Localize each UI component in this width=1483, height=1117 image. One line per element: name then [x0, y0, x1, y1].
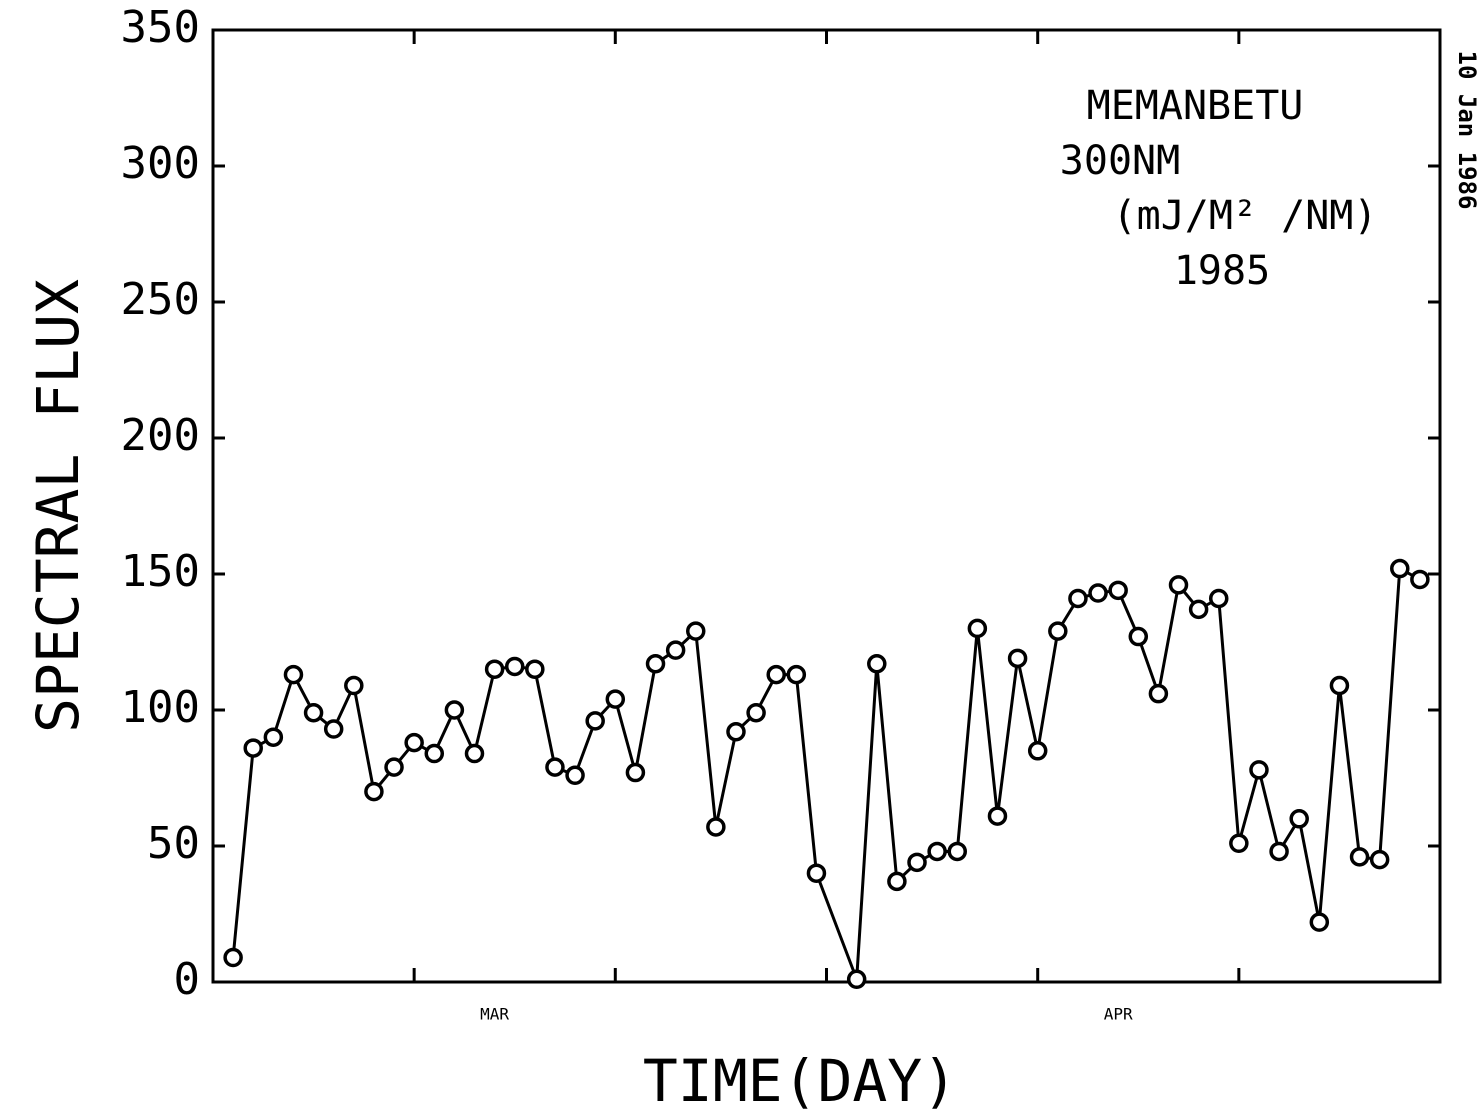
data-point: [1309, 912, 1330, 932]
data-point: [1108, 580, 1128, 601]
data-point: [344, 675, 364, 696]
data-point: [1329, 675, 1350, 696]
data-point: [424, 743, 445, 764]
data-point: [927, 841, 947, 862]
data-point: [967, 618, 988, 639]
side-note: 10 Jan 1986: [1453, 51, 1481, 210]
data-point: [585, 711, 605, 731]
y-axis-label: SPECTRAL FLUX: [24, 279, 92, 733]
data-point: [746, 702, 766, 723]
data-point: [665, 640, 686, 660]
data-point: [987, 806, 1008, 826]
data-point: [726, 722, 746, 742]
data-point: [1168, 575, 1189, 595]
annotation: MEMANBETU: [1087, 83, 1304, 129]
data-point: [867, 654, 887, 674]
data-point: [1390, 558, 1410, 579]
data-point: [525, 659, 545, 679]
annotation: (mJ/M² /NM): [1113, 193, 1378, 239]
data-point: [1410, 569, 1430, 590]
y-tick-label: 200: [121, 410, 200, 461]
data-point: [444, 700, 465, 720]
data-point: [806, 863, 827, 883]
annotation: 300NM: [1060, 138, 1180, 184]
data-point: [1249, 760, 1269, 780]
data-point: [766, 664, 786, 685]
data-point: [907, 852, 927, 873]
data-point: [947, 841, 967, 862]
data-point: [1369, 849, 1390, 870]
data-point: [887, 871, 907, 892]
x-tick-label: APR: [1104, 1005, 1133, 1024]
data-point: [1088, 583, 1108, 603]
y-tick-label: 250: [121, 274, 200, 325]
data-point: [1148, 683, 1169, 704]
x-tick-label: MAR: [480, 1005, 509, 1024]
data-point: [504, 656, 525, 677]
data-point: [1188, 599, 1209, 620]
y-tick-label: 100: [121, 682, 200, 733]
y-tick-label: 150: [121, 546, 200, 597]
data-point: [404, 732, 424, 753]
data-point: [645, 654, 666, 674]
y-tick-label: 300: [121, 138, 200, 189]
data-point: [545, 757, 565, 777]
data-point: [846, 969, 867, 990]
data-point: [1048, 621, 1068, 641]
data-point: [1289, 809, 1309, 829]
data-point: [1229, 833, 1249, 854]
data-point: [686, 621, 706, 641]
data-point: [565, 765, 585, 786]
data-point: [263, 727, 284, 747]
data-point: [484, 659, 505, 679]
data-point: [1068, 588, 1088, 609]
annotation: 1985: [1174, 248, 1270, 294]
y-tick-label: 0: [174, 954, 201, 1005]
y-tick-label: 350: [121, 2, 200, 53]
data-line: [231, 566, 1421, 980]
data-point: [464, 743, 485, 764]
data-point: [303, 702, 324, 723]
data-point: [1007, 648, 1028, 669]
data-point: [223, 947, 243, 968]
data-point: [364, 781, 384, 802]
data-point: [283, 664, 304, 685]
plot-frame: [211, 28, 1442, 984]
data-point: [786, 664, 807, 685]
data-point: [1027, 741, 1048, 761]
data-point: [323, 719, 344, 739]
data-point: [243, 738, 263, 758]
data-point: [706, 817, 726, 837]
data-point: [1208, 588, 1229, 609]
data-point: [1128, 626, 1149, 647]
data-point: [1349, 847, 1370, 867]
data-point: [384, 757, 404, 777]
data-point: [625, 762, 646, 783]
data-point: [605, 689, 626, 709]
x-axis-label: TIME(DAY): [643, 1047, 957, 1115]
y-tick-label: 50: [147, 818, 200, 869]
data-point: [1269, 841, 1289, 862]
